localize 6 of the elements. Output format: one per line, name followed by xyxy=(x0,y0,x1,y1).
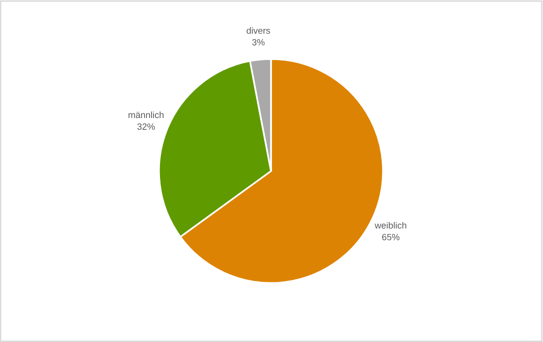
slice-label: weiblich xyxy=(374,222,406,229)
slice-label: männlich xyxy=(128,111,164,118)
data-label: 65% xyxy=(382,234,400,240)
slice-label: divers xyxy=(246,27,270,34)
data-label: 3% xyxy=(252,39,265,46)
data-label: 32% xyxy=(137,123,155,130)
